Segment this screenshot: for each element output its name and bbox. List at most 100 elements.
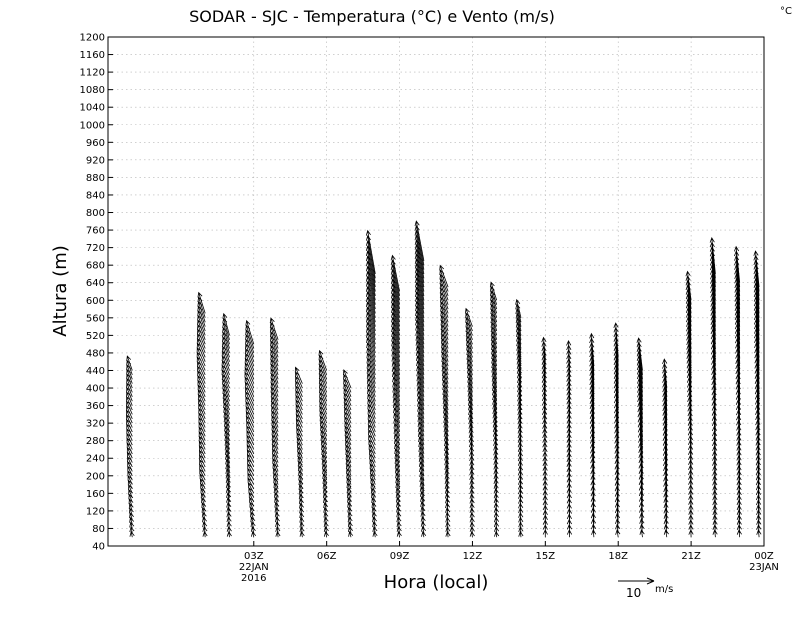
- wind-vector: [518, 516, 524, 525]
- wind-vector: [417, 395, 425, 419]
- y-tick-label: 800: [86, 208, 105, 219]
- wind-vector: [391, 307, 400, 340]
- wind-vector: [225, 477, 231, 490]
- wind-column: [414, 220, 427, 538]
- wind-vector: [489, 281, 498, 301]
- wind-vector: [712, 529, 718, 538]
- wind-vector: [518, 502, 524, 511]
- wind-vector: [663, 513, 669, 525]
- wind-vector: [225, 487, 231, 498]
- wind-column: [196, 291, 208, 538]
- wind-column: [126, 355, 135, 538]
- y-tick-label: 960: [86, 138, 105, 149]
- y-tick-label: 680: [86, 261, 105, 272]
- wind-vector: [467, 381, 473, 397]
- y-tick-label: 1200: [80, 33, 105, 44]
- wind-column: [221, 312, 232, 538]
- wind-vector: [390, 254, 400, 292]
- wind-vector: [753, 250, 760, 288]
- wind-vector: [368, 429, 376, 446]
- wind-vector: [663, 481, 669, 498]
- wind-vector: [250, 521, 256, 529]
- wind-vector: [444, 473, 450, 485]
- wind-column: [269, 317, 281, 538]
- wind-vector: [225, 472, 231, 485]
- wind-vector: [415, 324, 425, 358]
- wind-vector: [638, 490, 645, 507]
- wind-vector: [614, 507, 621, 520]
- wind-vector: [469, 511, 475, 520]
- wind-vector: [614, 496, 620, 511]
- wind-vector: [615, 512, 621, 525]
- wind-column: [541, 336, 548, 538]
- wind-vector: [515, 308, 522, 327]
- wind-vector: [226, 496, 232, 507]
- wind-vector: [396, 530, 402, 538]
- wind-vector: [469, 478, 475, 490]
- wind-vector: [372, 530, 378, 538]
- y-axis-ticks: 40 80 120 160 200 240 280 320 360 400 440 480 520 560…: [80, 33, 113, 553]
- wind-vector: [225, 482, 231, 494]
- wind-column: [613, 322, 621, 538]
- wind-vector: [347, 516, 353, 525]
- wind-vector: [396, 526, 402, 533]
- wind-vector: [493, 487, 499, 498]
- wind-vector: [420, 520, 426, 529]
- reference-speed: 10: [626, 586, 641, 600]
- y-tick-label: 160: [86, 489, 105, 500]
- wind-vector: [343, 369, 352, 389]
- wind-vector: [663, 523, 669, 533]
- y-tick-label: 480: [86, 348, 105, 359]
- wind-vector: [518, 526, 524, 533]
- wind-vector: [469, 526, 475, 533]
- wind-vector: [420, 511, 426, 520]
- wind-vector: [421, 530, 427, 538]
- y-tick-label: 880: [86, 173, 105, 184]
- wind-vector: [318, 349, 328, 371]
- wind-vector: [129, 526, 135, 533]
- y-tick-label: 360: [86, 401, 105, 412]
- wind-vector: [736, 529, 742, 538]
- wind-vector: [517, 450, 523, 463]
- wind-vector: [445, 516, 451, 525]
- wind-vector: [415, 334, 425, 367]
- wind-vector: [275, 526, 281, 533]
- wind-vector: [541, 336, 547, 358]
- wind-vector: [390, 297, 400, 332]
- wind-vector: [491, 344, 498, 362]
- wind-vector: [416, 355, 425, 384]
- wind-vector: [391, 360, 400, 389]
- y-tick-label: 600: [86, 296, 105, 307]
- wind-vector: [443, 417, 449, 432]
- wind-vector: [226, 492, 232, 503]
- wind-vector: [518, 507, 524, 516]
- wind-column: [489, 281, 500, 538]
- wind-vectors: [126, 220, 762, 538]
- wind-vector: [663, 502, 669, 516]
- wind-vector: [347, 521, 353, 529]
- wind-vector: [493, 521, 500, 529]
- reference-unit: m/s: [655, 584, 673, 595]
- wind-vector: [467, 372, 473, 389]
- wind-vector: [467, 386, 473, 402]
- wind-vector: [493, 502, 499, 511]
- y-tick-label: 320: [86, 419, 105, 430]
- wind-vector: [685, 270, 692, 301]
- wind-vector: [753, 259, 760, 296]
- wind-vector: [419, 476, 425, 490]
- wind-vector: [518, 488, 524, 498]
- wind-vector: [493, 444, 499, 459]
- wind-vector: [367, 423, 376, 441]
- wind-vector: [323, 530, 329, 538]
- wind-vector: [390, 288, 400, 323]
- wind-vector: [443, 421, 449, 437]
- wind-vector: [491, 371, 498, 389]
- wind-vector: [491, 362, 498, 380]
- wind-column: [685, 270, 694, 538]
- x-tick-label: 12Z: [463, 551, 483, 562]
- wind-vector: [415, 305, 425, 340]
- wind-vector: [415, 314, 425, 349]
- wind-vector: [391, 321, 400, 353]
- wind-vector: [225, 468, 231, 481]
- wind-vector: [323, 526, 329, 533]
